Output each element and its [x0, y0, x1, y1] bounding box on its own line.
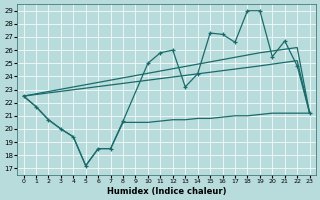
X-axis label: Humidex (Indice chaleur): Humidex (Indice chaleur)	[107, 187, 226, 196]
